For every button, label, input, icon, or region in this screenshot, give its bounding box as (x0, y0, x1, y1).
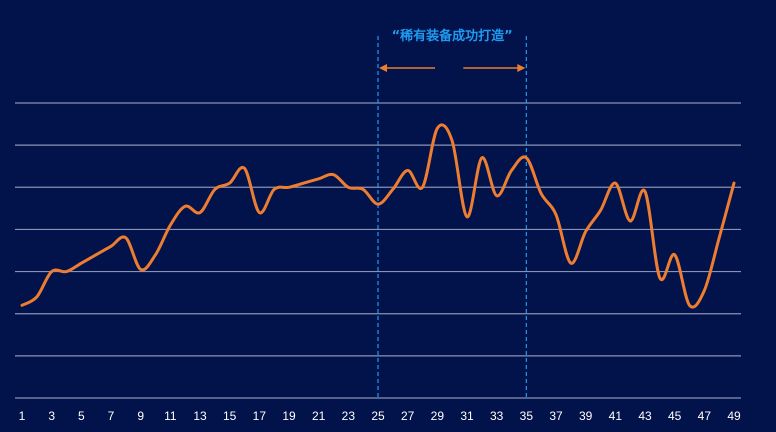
x-tick-label: 5 (78, 409, 85, 423)
arrowhead-left-icon (379, 64, 387, 72)
x-tick-label: 39 (579, 409, 593, 423)
x-tick-label: 17 (253, 409, 267, 423)
x-tick-label: 41 (609, 409, 623, 423)
arrowhead-right-icon (517, 64, 526, 72)
x-tick-label: 37 (549, 409, 563, 423)
x-tick-label: 15 (223, 409, 237, 423)
x-tick-label: 21 (312, 409, 326, 423)
x-tick-label: 19 (282, 409, 296, 423)
x-tick-label: 45 (668, 409, 682, 423)
x-tick-label: 25 (371, 409, 385, 423)
series-line (20, 123, 736, 309)
x-tick-label: 35 (520, 409, 534, 423)
gridlines (15, 102, 741, 399)
x-tick-label: 33 (490, 409, 504, 423)
annotation-label: “稀有装备成功打造” (392, 28, 513, 44)
x-tick-label: 31 (460, 409, 474, 423)
x-tick-label: 9 (137, 409, 144, 423)
x-tick-label: 3 (48, 409, 55, 423)
x-tick-label: 43 (638, 409, 652, 423)
x-tick-label: 13 (193, 409, 207, 423)
x-tick-label: 27 (401, 409, 415, 423)
x-axis-ticks: 1 3 5 7 9 11 13 15 17 19 21 23 25 27 29 31 33 35 37 39 41 43 4… (19, 409, 741, 423)
x-tick-label: 11 (164, 409, 177, 423)
x-tick-label: 23 (342, 409, 356, 423)
annotation-range: “稀有装备成功打造” (377, 28, 527, 398)
x-tick-label: 7 (108, 409, 115, 423)
x-tick-label: 47 (698, 409, 712, 423)
x-tick-label: 29 (431, 409, 445, 423)
x-tick-label: 1 (19, 409, 26, 423)
x-tick-label: 49 (727, 409, 741, 423)
